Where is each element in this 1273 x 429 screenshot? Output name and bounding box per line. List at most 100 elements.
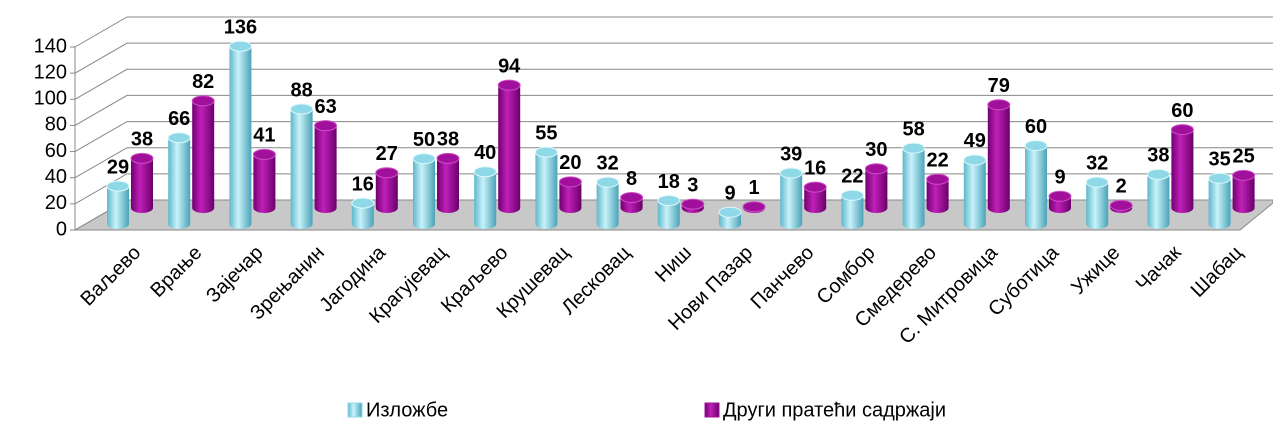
bar <box>106 180 130 229</box>
bar <box>718 206 742 229</box>
data-label: 1 <box>748 177 759 199</box>
bar-top <box>314 120 338 132</box>
bar-top <box>191 95 215 107</box>
bar-body <box>780 173 803 229</box>
bar <box>1109 199 1133 214</box>
grid-line <box>74 42 1273 74</box>
bar <box>191 95 215 214</box>
bar-body <box>131 158 153 213</box>
bar <box>130 152 154 213</box>
bar <box>742 201 766 213</box>
data-label: 18 <box>658 171 680 193</box>
bar <box>473 166 497 229</box>
x-tick-label: Ужице <box>1067 242 1124 299</box>
bar <box>803 181 827 214</box>
bar-body <box>375 172 398 214</box>
grid-line <box>74 147 1273 179</box>
bar <box>1208 172 1232 229</box>
data-label: 39 <box>780 143 802 165</box>
data-label: 50 <box>413 129 435 151</box>
y-tick-label: 120 <box>34 61 67 83</box>
bar-body <box>437 158 459 213</box>
data-label: 49 <box>964 130 986 152</box>
bar-body <box>474 171 497 229</box>
bar-top <box>106 180 130 192</box>
bar-top <box>412 153 436 165</box>
data-label: 79 <box>988 75 1010 97</box>
bar-top <box>902 142 926 154</box>
data-label: 40 <box>474 142 496 164</box>
bar <box>987 99 1011 214</box>
bar <box>534 146 558 229</box>
data-label: 2 <box>1116 176 1127 198</box>
data-label: 63 <box>314 96 336 118</box>
bar <box>926 173 950 214</box>
bar-top <box>926 173 950 185</box>
bar-top <box>1208 172 1232 184</box>
bar-top <box>963 154 987 166</box>
bar <box>252 148 276 214</box>
bar-top <box>718 206 742 218</box>
bar <box>1048 190 1072 213</box>
grid-line <box>74 121 1273 153</box>
data-label: 8 <box>626 168 637 190</box>
data-label: 32 <box>1086 152 1108 174</box>
grid-line <box>74 173 1273 205</box>
bar-top <box>1024 140 1048 152</box>
bar-body <box>1232 175 1255 214</box>
data-label: 30 <box>865 139 887 161</box>
bar-body <box>1025 145 1047 229</box>
bar-body <box>535 152 558 229</box>
bar <box>314 120 338 214</box>
grid-line <box>74 94 1273 126</box>
bar-top <box>840 189 864 201</box>
bar <box>963 154 987 229</box>
data-label: 66 <box>168 108 190 130</box>
bar-top <box>558 176 582 188</box>
bar <box>558 176 582 214</box>
bar <box>1146 168 1170 229</box>
bar-top <box>864 163 888 175</box>
data-label: 60 <box>1171 100 1193 122</box>
bar <box>1232 169 1256 214</box>
bar <box>436 152 460 213</box>
bar-body <box>865 168 888 214</box>
x-tick-label: Панчево <box>747 242 819 314</box>
bar-body <box>1208 178 1231 229</box>
data-label: 41 <box>253 125 275 147</box>
x-tick-label: Ваљево <box>77 242 146 311</box>
bar <box>620 192 644 214</box>
x-tick-label: Врање <box>146 242 206 302</box>
data-label: 9 <box>1054 167 1065 189</box>
bar-top <box>1232 169 1256 181</box>
bar-top <box>1085 176 1109 188</box>
bar <box>1170 124 1194 214</box>
data-label: 25 <box>1232 146 1254 168</box>
bar-body <box>804 187 827 214</box>
bar-top <box>473 166 497 178</box>
bar-body <box>107 186 129 229</box>
bar-top <box>803 181 827 193</box>
data-label: 35 <box>1208 149 1230 171</box>
bar <box>1024 140 1048 229</box>
data-label: 22 <box>926 150 948 172</box>
grid-line <box>74 68 1273 100</box>
bar <box>167 132 191 229</box>
data-label: 27 <box>376 143 398 165</box>
bar-body <box>168 137 191 229</box>
data-label: 20 <box>559 152 581 174</box>
data-label: 16 <box>804 157 826 179</box>
y-tick-label: 20 <box>45 192 67 214</box>
bar-body <box>229 46 252 229</box>
data-label: 29 <box>107 156 129 178</box>
bar-body <box>192 100 215 214</box>
bar-top <box>657 194 681 206</box>
bar-body <box>498 85 521 214</box>
bar-body <box>902 148 925 229</box>
bar-top <box>167 132 191 144</box>
bar-top <box>779 167 803 179</box>
bar-body <box>290 108 313 229</box>
bar-top <box>987 99 1011 111</box>
bar <box>657 194 681 229</box>
